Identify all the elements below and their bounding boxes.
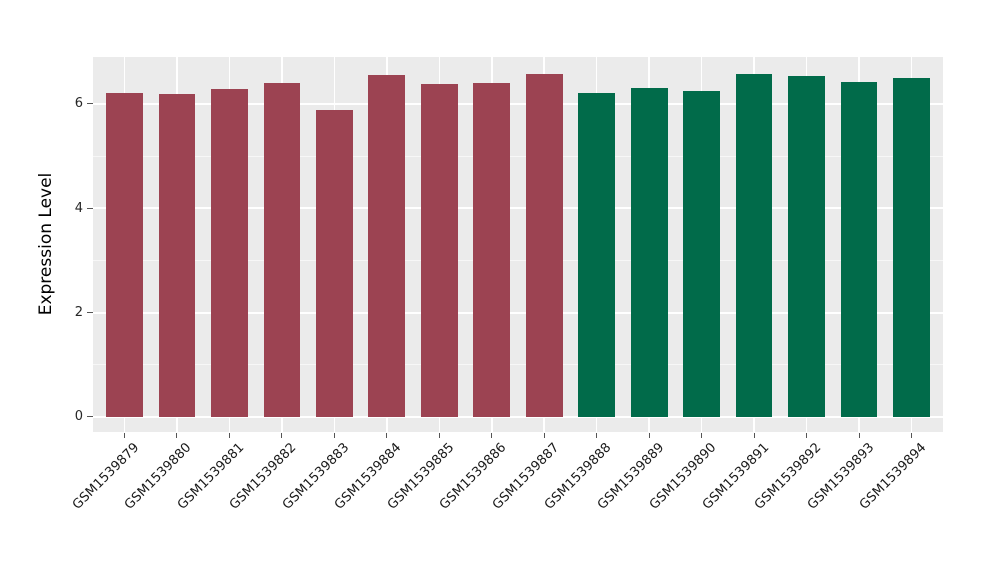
y-tick-mark [87,103,93,105]
x-tick-mark [911,433,913,438]
minor-gridline [93,259,943,261]
x-tick-mark [543,433,545,438]
x-tick-mark [701,433,703,438]
y-tick-mark [87,416,93,418]
bar-GSM1539884 [368,75,406,417]
plot-panel [93,57,943,432]
x-tick-mark [281,433,283,438]
major-gridline [93,102,943,105]
y-tick-label: 6 [74,96,83,112]
y-axis-title-text: Expression Level [36,172,56,316]
major-gridline [93,311,943,314]
x-tick-mark [176,433,178,438]
bar-GSM1539887 [525,73,563,417]
x-tick-mark [858,433,860,438]
major-gridline [93,415,943,418]
y-tick-label: 4 [74,200,83,216]
major-gridline [93,207,943,210]
bar-GSM1539880 [158,94,196,417]
bar-GSM1539894 [893,78,930,417]
bar-GSM1539889 [630,87,668,417]
bar-GSM1539886 [473,82,511,417]
x-tick-mark [333,433,335,438]
x-tick-mark [648,433,650,438]
bar-GSM1539885 [420,84,458,417]
minor-gridline [93,364,943,366]
x-tick-mark [596,433,598,438]
bar-GSM1539883 [315,109,353,417]
bar-GSM1539888 [578,92,616,417]
bar-GSM1539881 [211,88,248,417]
x-tick-mark [438,433,440,438]
x-tick-mark [491,433,493,438]
y-tick-label: 2 [74,305,83,321]
y-tick-mark [87,312,93,314]
y-tick-label: 0 [74,409,83,425]
bar-GSM1539879 [106,92,143,417]
x-tick-mark [123,433,125,438]
x-tick-mark [228,433,230,438]
y-tick-mark [87,207,93,209]
bar-GSM1539893 [840,82,878,417]
bar-GSM1539882 [263,83,301,417]
minor-gridline [93,155,943,157]
x-tick-mark [806,433,808,438]
x-tick-mark [753,433,755,438]
bar-GSM1539892 [788,76,825,417]
x-tick-mark [386,433,388,438]
bar-GSM1539891 [735,74,773,417]
bar-GSM1539890 [683,91,720,417]
